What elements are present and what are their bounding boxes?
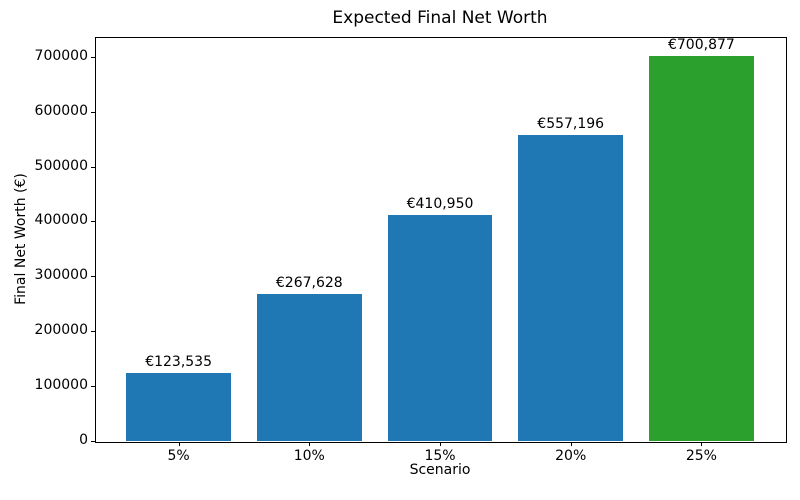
x-tick-label: 25% bbox=[685, 448, 717, 464]
bar-value-label-25%: €700,877 bbox=[667, 37, 735, 54]
x-tick-mark bbox=[570, 442, 572, 446]
y-tick-label: 600000 bbox=[34, 102, 88, 119]
x-tick-label: 20% bbox=[555, 448, 587, 464]
y-tick-mark bbox=[91, 276, 95, 278]
y-tick-mark bbox=[91, 166, 95, 168]
y-tick-mark bbox=[91, 386, 95, 388]
x-tick-mark bbox=[309, 442, 311, 446]
y-tick-label: 100000 bbox=[34, 377, 88, 394]
x-tick-mark bbox=[701, 442, 703, 446]
y-tick-mark bbox=[91, 221, 95, 223]
y-tick-mark bbox=[91, 441, 95, 442]
bar-value-label-10%: €267,628 bbox=[275, 275, 343, 292]
y-tick-label: 500000 bbox=[34, 157, 88, 174]
y-tick-mark bbox=[91, 56, 95, 58]
y-tick-mark bbox=[91, 331, 95, 333]
y-tick-label: 400000 bbox=[34, 212, 88, 229]
bar-20% bbox=[518, 135, 623, 441]
y-tick-label: 700000 bbox=[34, 47, 88, 64]
bar-25% bbox=[649, 56, 754, 441]
bar-5% bbox=[126, 373, 231, 441]
x-tick-label: 10% bbox=[293, 448, 325, 464]
y-axis-label: Final Net Worth (€) bbox=[13, 173, 29, 305]
x-tick-mark bbox=[178, 442, 180, 446]
chart-title: Expected Final Net Worth bbox=[332, 8, 548, 28]
x-tick-mark bbox=[440, 442, 441, 446]
x-tick-label: 15% bbox=[424, 448, 456, 464]
x-tick-label: 5% bbox=[167, 448, 190, 464]
y-tick-label: 300000 bbox=[34, 267, 88, 284]
bar-15% bbox=[387, 215, 493, 441]
y-tick-label: 200000 bbox=[34, 322, 88, 339]
y-tick-label: 0 bbox=[79, 432, 88, 448]
y-tick-mark bbox=[91, 111, 95, 113]
bar-value-label-15%: €410,950 bbox=[406, 196, 474, 213]
bar-value-label-5%: €123,535 bbox=[145, 354, 212, 371]
x-axis-label: Scenario bbox=[409, 462, 471, 478]
bar-10% bbox=[257, 294, 362, 441]
bar-value-label-20%: €557,196 bbox=[537, 116, 605, 133]
